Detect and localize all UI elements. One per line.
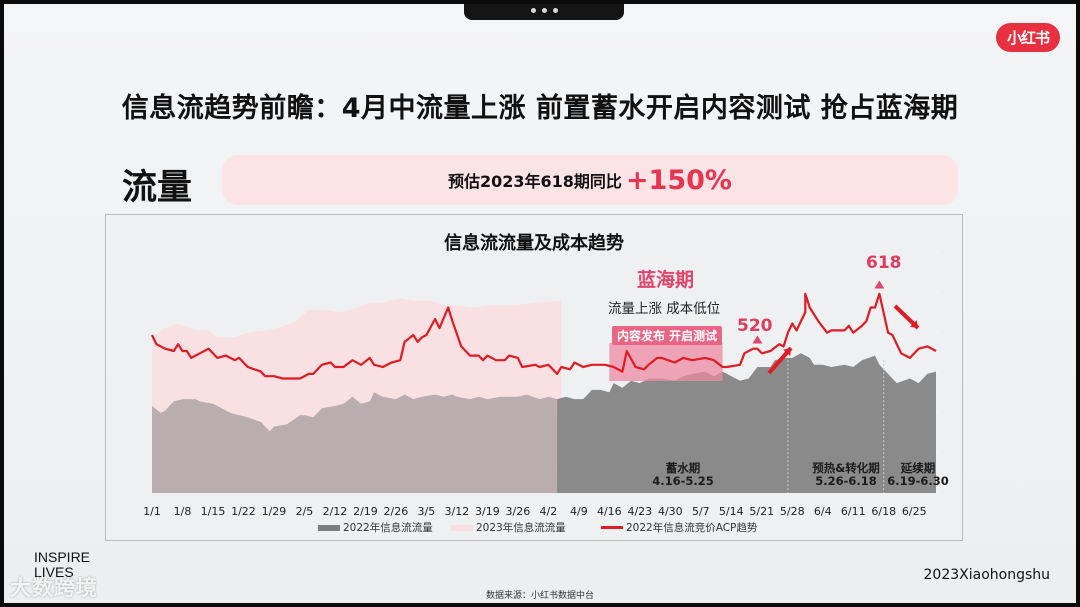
x-tick-label: 6/18	[871, 505, 897, 518]
phase-range: 6.19-6.30	[887, 474, 949, 488]
x-tick-label: 6/25	[901, 505, 927, 518]
x-tick-label: 2/26	[383, 505, 409, 518]
label-520: 520	[737, 316, 773, 336]
legend-label: 2022年信息流流量	[343, 522, 433, 534]
xiaohongshu-logo: 小红书	[996, 23, 1060, 52]
tagline-line-1: INSPIRE	[34, 549, 91, 565]
slide-title: 信息流趋势前瞻：4月中流量上涨 前置蓄水开启内容测试 抢占蓝海期	[121, 93, 959, 124]
area-2022-traffic-overlap	[152, 392, 558, 493]
legend-item-2022-traffic[interactable]: 2022年信息流流量	[318, 520, 433, 535]
x-tick-label: 5/14	[718, 505, 744, 518]
y-tick-label: ·	[941, 247, 944, 256]
x-tick-label: 4/16	[596, 505, 622, 518]
window-menu-notch[interactable]	[464, 4, 624, 20]
phase-range: 5.26-6.18	[815, 474, 877, 488]
x-tick-label: 2/12	[322, 505, 348, 518]
legend-label: 2023年信息流流量	[476, 522, 566, 534]
tagline-line-2: LIVES	[34, 564, 74, 580]
x-tick-label: 1/8	[173, 505, 192, 518]
blue-sea-subtitle: 流量上涨 成本低位	[608, 301, 721, 317]
phase-storage: 蓄水期 4.16-5.25	[643, 462, 723, 488]
legend-item-2023-traffic[interactable]: 2023年信息流流量	[451, 520, 566, 535]
x-tick-label: 3/19	[475, 505, 500, 518]
x-tick-label: 1/1	[143, 505, 161, 518]
slide: 小红书 信息流趋势前瞻：4月中流量上涨 前置蓄水开启内容测试 抢占蓝海期 流量 …	[4, 4, 1076, 603]
chart-title: 信息流流量及成本趋势	[444, 233, 624, 254]
inspire-lives-tagline: INSPIRE LIVES	[34, 550, 90, 580]
chart-legend: 2022年信息流流量 2023年信息流流量 2022年信息流竞价ACP趋势	[106, 520, 962, 536]
x-tick-label: 1/29	[261, 505, 287, 518]
legend-swatch	[451, 524, 473, 531]
section-label: 流量	[122, 168, 193, 208]
dot-icon	[541, 7, 547, 13]
x-tick-label: 5/21	[749, 505, 775, 518]
y-tick-label: ·	[941, 287, 944, 296]
x-tick-label: 5/28	[779, 505, 805, 518]
chart-plot	[151, 280, 937, 493]
x-tick-label: 6/4	[813, 505, 832, 518]
x-tick-label: 3/12	[444, 505, 470, 518]
x-tick-label: 4/9	[569, 505, 588, 518]
forecast-banner: 预估2023年618期同比 +150%	[222, 155, 958, 205]
forecast-text: 预估2023年618期同比	[448, 172, 622, 191]
legend-swatch	[601, 526, 623, 529]
up-trend-arrow-icon-head	[783, 348, 791, 356]
x-tick-label: 3/5	[417, 505, 436, 518]
down-trend-arrow-icon-head	[910, 320, 918, 328]
marker-618-icon	[874, 280, 885, 289]
y-tick-label: ·	[941, 487, 944, 496]
x-tick-label: 4/30	[657, 505, 683, 518]
y-tick-label: ·	[941, 367, 944, 376]
phase-name: 预热&转化期	[812, 461, 880, 475]
footer-brand-year: 2023Xiaohongshu	[923, 567, 1051, 583]
x-tick-label: 1/22	[231, 505, 256, 518]
data-source-note: 数据来源：小红书数据中台	[485, 591, 594, 601]
right-y-axis: · · · · · · ·	[930, 247, 944, 496]
chart-panel: 信息流流量及成本趋势 · · · · · · · 蓝海期 流量上涨 成本低位 内容发布 开启…	[105, 214, 963, 541]
y-tick-label: ·	[941, 407, 944, 416]
marker-520-icon	[752, 335, 763, 344]
y-tick-label: ·	[941, 447, 944, 456]
area-2022-traffic	[557, 353, 936, 493]
x-tick-label: 2/19	[353, 505, 378, 518]
x-tick-label: 1/15	[200, 505, 226, 518]
phase-continuation: 延续期 6.19-6.30	[886, 462, 950, 488]
label-618: 618	[866, 253, 902, 273]
legend-item-2022-acp[interactable]: 2022年信息流竞价ACP趋势	[601, 520, 757, 535]
forecast-percentage: +150%	[625, 164, 732, 196]
phase-name: 蓄水期	[665, 461, 701, 475]
acp-trend-line	[151, 292, 937, 380]
phase-range: 4.16-5.25	[652, 474, 714, 488]
x-tick-label: 6/11	[840, 505, 866, 518]
phase-warmup: 预热&转化期 5.26-6.18	[806, 462, 886, 488]
x-tick-label: 4/2	[539, 505, 558, 518]
content-test-tag: 内容发布 开启测试	[612, 326, 723, 345]
blue-sea-label: 蓝海期	[637, 269, 695, 291]
legend-label: 2022年信息流竞价ACP趋势	[626, 522, 758, 534]
y-tick-label: ·	[941, 327, 944, 336]
x-tick-label: 5/7	[691, 505, 710, 518]
phase-name: 延续期	[900, 461, 936, 475]
x-tick-label: 2/5	[295, 505, 314, 518]
content-test-highlight	[609, 343, 723, 381]
x-tick-label: 3/26	[505, 505, 531, 518]
x-axis-labels: 1/1 1/8 1/15 1/22 1/29 2/5 2/12 2/19 2/26 3/5 3/12…	[106, 505, 962, 521]
legend-swatch	[318, 524, 340, 531]
watermark: 大数跨境	[10, 576, 98, 600]
dot-icon	[530, 7, 536, 13]
dot-icon	[552, 7, 558, 13]
x-tick-label: 4/23	[627, 505, 653, 518]
